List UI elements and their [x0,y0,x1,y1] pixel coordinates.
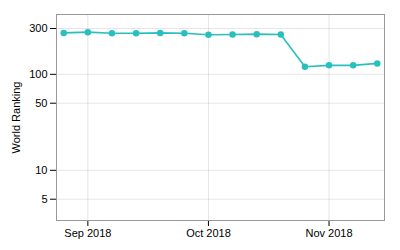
svg-text:Sep 2018: Sep 2018 [64,227,111,239]
svg-text:World Ranking: World Ranking [10,82,22,154]
svg-text:5: 5 [41,193,47,205]
svg-text:Nov 2018: Nov 2018 [305,227,352,239]
svg-text:100: 100 [29,68,47,80]
svg-text:300: 300 [29,22,47,34]
svg-text:Oct 2018: Oct 2018 [186,227,231,239]
svg-text:10: 10 [35,164,47,176]
svg-text:50: 50 [35,97,47,109]
